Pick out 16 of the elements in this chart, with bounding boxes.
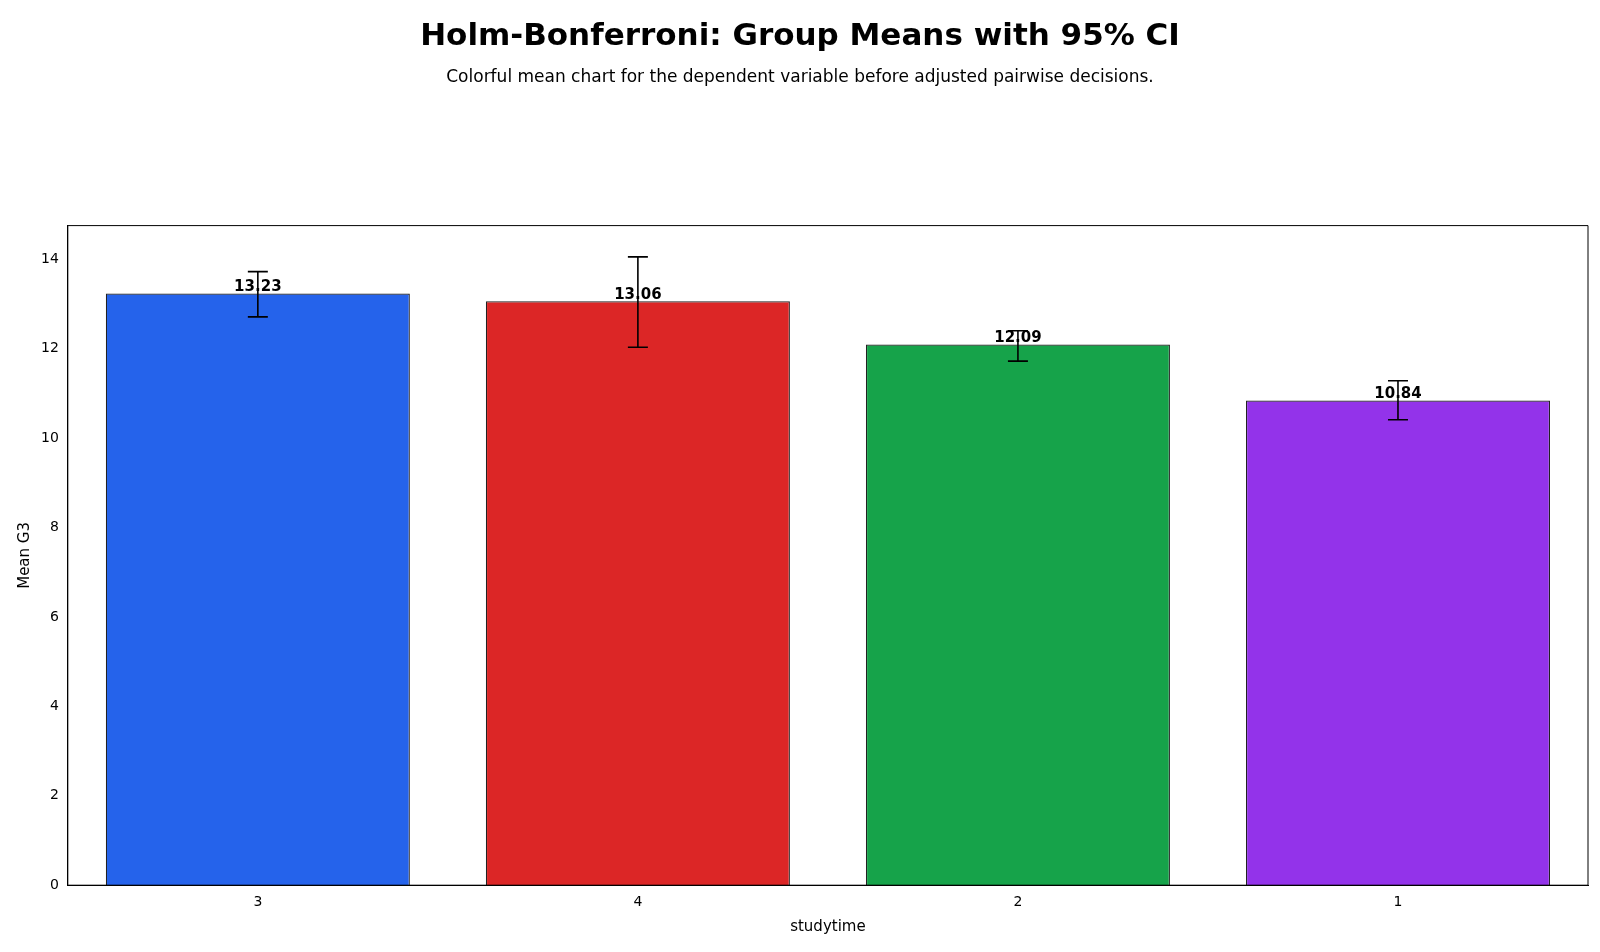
chart-subtitle: Colorful mean chart for the dependent variable before adjusted pairwise decisions.: [446, 65, 1154, 86]
y-tick-label: 14: [40, 249, 59, 266]
chart-title: Holm-Bonferroni: Group Means with 95% CI: [420, 15, 1180, 52]
x-tick-label: 4: [633, 893, 643, 910]
x-axis-title: studytime: [790, 916, 866, 935]
x-tick-label: 2: [1013, 893, 1023, 910]
x-tick-label: 3: [253, 893, 263, 910]
y-tick-label: 10: [40, 428, 59, 445]
y-tick-label: 12: [40, 339, 59, 356]
y-tick-label: 4: [49, 696, 59, 713]
y-tick-label: 6: [49, 607, 59, 624]
y-tick-label: 8: [49, 518, 59, 535]
y-axis-title: Mean G3: [14, 521, 33, 589]
x-tick-label: 1: [1393, 893, 1403, 910]
y-tick-label: 0: [49, 875, 59, 892]
y-tick-label: 2: [49, 786, 59, 803]
